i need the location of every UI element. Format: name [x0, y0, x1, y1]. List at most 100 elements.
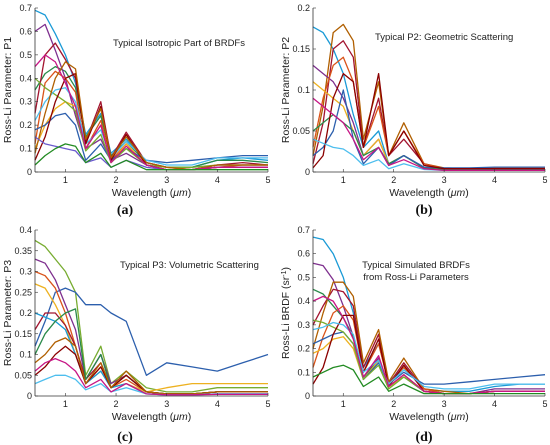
y-tick-label: 0.2	[19, 308, 32, 318]
y-tick-label: 0.3	[297, 320, 310, 330]
panel-label: (d)	[415, 430, 432, 445]
x-tick-label: 5	[265, 175, 270, 185]
chart-panel-d: 1 2 3 4 5 0 0.1 0.2 0.3 0.4 0.5 0.6 0.7 Wavelength (μ…	[280, 225, 548, 445]
series-line-11	[34, 61, 268, 171]
y-tick-label: 0.7	[19, 3, 32, 13]
y-axis-label-part: )	[280, 267, 292, 271]
series-line-13	[34, 54, 268, 171]
y-tick-label: 0.5	[297, 272, 310, 282]
series-line-8	[34, 308, 268, 395]
x-axis-label: Wavelength (μm)	[389, 187, 468, 199]
y-tick-label: 0.7	[297, 225, 310, 235]
x-axis-label-part: )	[188, 411, 192, 423]
y-tick-label: 0	[27, 391, 32, 401]
x-tick-label: 5	[542, 399, 547, 409]
panel-label: (c)	[117, 430, 133, 445]
y-tick-label: 0.1	[19, 350, 32, 360]
y-tick-label: 0	[305, 167, 310, 177]
x-axis-label-part: μm	[172, 187, 188, 199]
y-tick-label: 0	[27, 167, 32, 177]
y-axis-label: Ross-Li Parameter: P1	[2, 37, 14, 143]
series-line-9	[312, 319, 545, 395]
x-tick-label: 2	[391, 175, 396, 185]
y-tick-label: 0.6	[297, 249, 310, 259]
series-line-2	[312, 23, 545, 170]
x-axis-label-part: Wavelength (	[389, 187, 451, 199]
series-line-6	[34, 312, 268, 395]
y-tick-label: 0.3	[19, 97, 32, 107]
x-tick-label: 1	[63, 175, 68, 185]
y-tick-label: 0.1	[19, 144, 32, 154]
panel-label: (b)	[415, 203, 432, 218]
y-tick-label: 0.2	[297, 344, 310, 354]
x-axis-label-part: μm	[450, 411, 466, 423]
y-tick-label: 0.2	[297, 3, 310, 13]
y-tick-label: 0.1	[297, 85, 310, 95]
y-tick-label: 0.4	[297, 296, 310, 306]
series-line-2	[34, 65, 269, 168]
y-tick-label: 0.1	[297, 367, 310, 377]
x-tick-label: 4	[492, 399, 497, 409]
x-axis-label: Wavelength (μm)	[112, 411, 191, 423]
series-group	[312, 23, 545, 172]
x-tick-label: 1	[341, 175, 346, 185]
x-tick-label: 1	[341, 399, 346, 409]
x-tick-label: 1	[63, 399, 68, 409]
y-tick-label: 0	[305, 391, 310, 401]
y-axis-label-part: Ross-Li BRDF (sr	[280, 276, 292, 359]
y-tick-label: 0.4	[19, 225, 32, 235]
x-tick-label: 2	[114, 399, 119, 409]
y-tick-label: 0.6	[19, 26, 32, 36]
series-line-2	[34, 287, 269, 376]
series-line-10	[34, 337, 268, 395]
chart-annotation: Typical P3: Volumetric Scattering	[120, 260, 259, 271]
x-axis-label-part: Wavelength (	[112, 187, 174, 199]
y-tick-label: 0.15	[14, 329, 32, 339]
y-tick-label: 0.4	[19, 73, 32, 83]
x-axis-label-part: μm	[450, 187, 466, 199]
chart-annotation: Typical Simulated BRDFs	[362, 260, 470, 271]
y-tick-label: 0.05	[14, 370, 32, 380]
x-tick-label: 3	[442, 399, 447, 409]
x-tick-label: 5	[542, 175, 547, 185]
x-tick-label: 5	[265, 399, 270, 409]
chart-panel-c: 1 2 3 4 5 0 0.05 0.1 0.15 0.2 0.25 0.3 0.35 0.4 Wavele…	[2, 225, 271, 445]
series-line-8	[312, 331, 546, 385]
series-line-7	[34, 312, 268, 396]
x-axis-label-part: Wavelength (	[112, 411, 174, 423]
chart-annotation: Typical P2: Geometric Scattering	[375, 32, 513, 43]
series-line-8	[34, 77, 268, 168]
x-axis-label-part: )	[188, 187, 192, 199]
panel-label: (a)	[117, 203, 134, 218]
series-line-12	[34, 357, 268, 396]
y-tick-label: 0.35	[14, 246, 32, 256]
y-tick-label: 0.5	[19, 50, 32, 60]
x-tick-label: 3	[164, 175, 169, 185]
series-line-3	[312, 40, 545, 170]
series-line-9	[34, 345, 268, 395]
y-axis-label: Ross-Li BRDF (sr-1)	[280, 267, 292, 359]
series-line-12	[312, 295, 545, 395]
series-line-11	[312, 321, 545, 390]
series-line-6	[34, 101, 268, 171]
chart-panel-a: 1 2 3 4 5 0 0.1 0.2 0.3 0.4 0.5 0.6 0.7 Wavelength (μ…	[2, 3, 271, 218]
series-line-13	[312, 364, 545, 395]
series-group	[34, 9, 269, 171]
series-line-7	[312, 113, 545, 171]
x-tick-label: 2	[114, 175, 119, 185]
y-axis-label: Ross-Li Parameter: P3	[2, 260, 14, 366]
x-axis-label-part: )	[465, 411, 469, 423]
y-tick-label: 0.3	[19, 267, 32, 277]
y-tick-label: 0.2	[19, 120, 32, 130]
y-axis-label-part: -1	[281, 270, 288, 276]
x-tick-label: 2	[391, 399, 396, 409]
series-line-1	[34, 9, 269, 168]
x-axis-label: Wavelength (μm)	[389, 411, 468, 423]
y-axis-label: Ross-Li Parameter: P2	[280, 37, 292, 143]
chart-panel-b: 1 2 3 4 5 0 0.05 0.1 0.15 0.2 Wavelength (μm) Ross-…	[280, 3, 548, 218]
y-tick-label: 0.15	[292, 44, 310, 54]
series-group	[312, 236, 546, 395]
y-tick-label: 0.05	[292, 126, 310, 136]
x-axis-label-part: Wavelength (	[389, 411, 451, 423]
chart-annotation: from Ross-Li Parameters	[363, 272, 469, 283]
